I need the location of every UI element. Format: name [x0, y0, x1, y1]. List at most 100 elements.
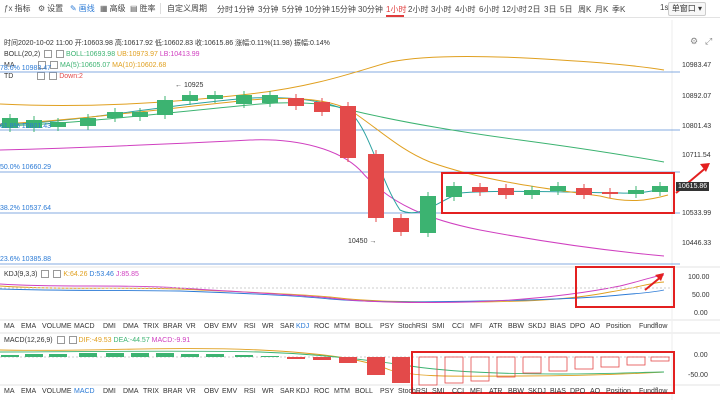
- indicator-tab[interactable]: RSI: [244, 388, 256, 395]
- indicator-tab[interactable]: ROC: [314, 388, 330, 395]
- indicator-tab[interactable]: EMV: [222, 323, 238, 330]
- candle-body[interactable]: [26, 120, 42, 128]
- indicator-tab[interactable]: SAR: [280, 323, 295, 330]
- candle-body[interactable]: [393, 218, 409, 232]
- period-tab[interactable]: 1小时: [386, 5, 407, 14]
- candle-body[interactable]: [2, 118, 18, 128]
- indicator-tab[interactable]: DPO: [570, 388, 586, 395]
- period-tab[interactable]: 2日: [528, 5, 541, 14]
- period-tab[interactable]: 月K: [595, 5, 609, 14]
- candle-body[interactable]: [576, 188, 592, 195]
- visibility-checkbox[interactable]: [37, 72, 46, 80]
- period-tab[interactable]: 分时: [217, 5, 233, 14]
- visibility-checkbox[interactable]: [56, 336, 65, 344]
- candle-body[interactable]: [420, 196, 436, 233]
- custom-period-button[interactable]: 自定义周期: [167, 3, 207, 14]
- candle-body[interactable]: [524, 190, 540, 195]
- candle-body[interactable]: [652, 186, 668, 192]
- indicator-tab[interactable]: DMA: [123, 323, 139, 330]
- indicator-tab[interactable]: Fundflow: [639, 388, 668, 395]
- indicator-tab[interactable]: PSY: [380, 388, 395, 395]
- candle-body[interactable]: [550, 186, 566, 191]
- indicator-tab[interactable]: DMI: [103, 388, 116, 395]
- indicator-tab[interactable]: SAR: [280, 388, 295, 395]
- close-icon[interactable]: [49, 72, 58, 80]
- indicator-tab[interactable]: CCI: [452, 388, 465, 395]
- highlight-rectangle[interactable]: [441, 172, 675, 214]
- candle-body[interactable]: [182, 95, 198, 101]
- period-tab[interactable]: 5分钟: [282, 5, 303, 14]
- candle-body[interactable]: [132, 112, 148, 117]
- indicator-tab[interactable]: PSY: [380, 323, 395, 330]
- interval-selector[interactable]: 1s: [660, 3, 668, 12]
- indicator-tab[interactable]: ATR: [489, 323, 503, 330]
- candle-body[interactable]: [50, 122, 66, 127]
- indicator-tab[interactable]: BOLL: [355, 388, 373, 395]
- candle-body[interactable]: [602, 192, 618, 194]
- indicator-tab[interactable]: MA: [4, 323, 15, 330]
- indicator-tab[interactable]: StochRSI: [398, 388, 428, 395]
- indicator-tab[interactable]: RSI: [244, 323, 256, 330]
- window-mode-button[interactable]: 单窗口 ▾: [667, 2, 706, 16]
- candle-body[interactable]: [236, 95, 252, 104]
- indicator-tab[interactable]: MFI: [470, 323, 483, 330]
- indicator-tab[interactable]: BRAR: [163, 323, 183, 330]
- indicator-tab[interactable]: ROC: [314, 323, 330, 330]
- indicator-tab[interactable]: Position: [606, 388, 631, 395]
- period-tab[interactable]: 5日: [560, 5, 573, 14]
- indicator-tab[interactable]: EMA: [21, 323, 37, 330]
- indicator-tab[interactable]: AO: [590, 323, 601, 330]
- indicator-tab[interactable]: DMA: [123, 388, 139, 395]
- period-tab[interactable]: 4小时: [455, 5, 476, 14]
- indicator-tab[interactable]: OBV: [204, 323, 219, 330]
- visibility-checkbox[interactable]: [38, 61, 47, 69]
- draw-button[interactable]: ✎ 画线: [70, 3, 95, 14]
- indicator-tab[interactable]: DMI: [103, 323, 116, 330]
- chart-settings-icon[interactable]: ⚙: [690, 36, 699, 46]
- indicator-tab[interactable]: OBV: [204, 388, 219, 395]
- close-icon[interactable]: [68, 336, 77, 344]
- candle-body[interactable]: [314, 102, 330, 112]
- indicator-tab[interactable]: VOLUME: [42, 323, 72, 330]
- indicator-tab[interactable]: StochRSI: [398, 323, 428, 330]
- fullscreen-icon[interactable]: ⤢: [705, 36, 713, 46]
- indicator-tab[interactable]: BRAR: [163, 388, 183, 395]
- indicator-tab[interactable]: TRIX: [143, 323, 159, 330]
- period-tab[interactable]: 12小时: [502, 5, 527, 14]
- period-tab[interactable]: 3日: [544, 5, 557, 14]
- candle-body[interactable]: [340, 106, 356, 158]
- indicator-tab[interactable]: VR: [186, 388, 196, 395]
- indicator-tab[interactable]: VOLUME: [42, 388, 72, 395]
- period-tab[interactable]: 1分钟: [234, 5, 255, 14]
- indicator-tab[interactable]: KDJ: [296, 388, 310, 395]
- candle-body[interactable]: [472, 187, 488, 192]
- candle-body[interactable]: [262, 95, 278, 103]
- close-icon[interactable]: [53, 270, 62, 278]
- settings-button[interactable]: ⚙ 设置: [38, 3, 63, 14]
- candle-body[interactable]: [107, 112, 123, 118]
- indicator-tab[interactable]: BOLL: [355, 323, 373, 330]
- candle-body[interactable]: [368, 154, 384, 218]
- indicator-tab[interactable]: AO: [590, 388, 601, 395]
- candle-body[interactable]: [207, 95, 223, 99]
- period-tab[interactable]: 季K: [612, 5, 626, 14]
- indicator-tab[interactable]: KDJ: [296, 323, 310, 330]
- advanced-button[interactable]: ▦ 高级: [100, 3, 126, 14]
- indicator-tab[interactable]: CCI: [452, 323, 465, 330]
- indicator-tab[interactable]: DPO: [570, 323, 586, 330]
- close-icon[interactable]: [56, 50, 65, 58]
- highlight-rectangle[interactable]: [411, 351, 675, 394]
- indicator-tab[interactable]: SKDJ: [528, 388, 546, 395]
- period-tab[interactable]: 6小时: [479, 5, 500, 14]
- candle-body[interactable]: [628, 190, 644, 194]
- candle-body[interactable]: [498, 188, 514, 195]
- period-tab[interactable]: 30分钟: [358, 5, 383, 14]
- candle-body[interactable]: [157, 100, 173, 115]
- close-icon[interactable]: [50, 61, 59, 69]
- indicator-tab[interactable]: MTM: [334, 323, 350, 330]
- highlight-rectangle[interactable]: [575, 266, 675, 308]
- period-tab[interactable]: 3小时: [431, 5, 452, 14]
- period-tab[interactable]: 10分钟: [305, 5, 330, 14]
- indicator-tab[interactable]: EMV: [222, 388, 238, 395]
